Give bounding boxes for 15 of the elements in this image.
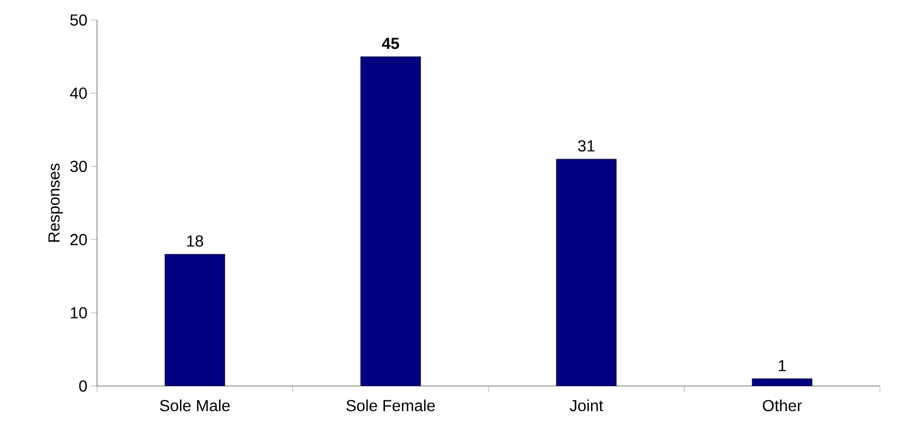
y-tick-label: 20 <box>70 234 87 246</box>
data-label: 18 <box>187 235 204 247</box>
y-tick-label: 10 <box>70 307 87 318</box>
x-tick-label: Sole Male <box>160 400 230 412</box>
x-tick-label: Sole Female <box>346 400 435 412</box>
x-tick-label: Other <box>762 400 802 412</box>
data-label: 45 <box>382 38 400 50</box>
data-label: 31 <box>578 140 594 152</box>
y-tick-label: 30 <box>70 160 87 172</box>
y-tick-label: 40 <box>70 88 87 99</box>
data-label: 1 <box>778 360 786 372</box>
x-tick-label: Joint <box>570 400 604 412</box>
y-axis-title: Responses <box>48 164 63 242</box>
y-tick-label: 0 <box>79 380 87 392</box>
y-tick-label: 50 <box>70 14 87 26</box>
